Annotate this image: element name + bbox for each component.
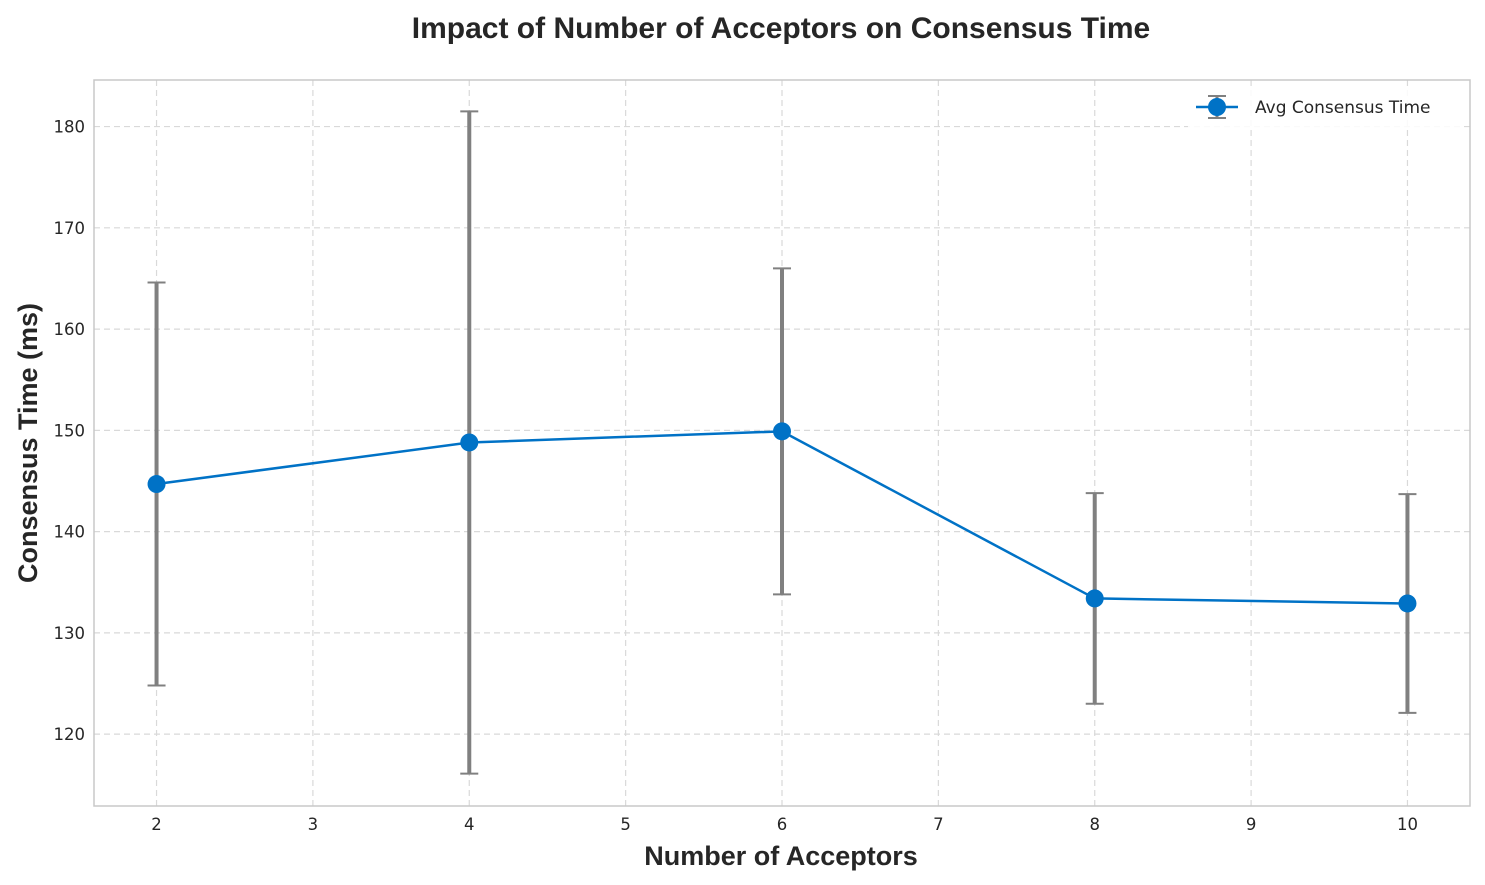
plot-frame [93,79,1471,807]
x-tick-label: 5 [620,815,631,834]
y-tick-label: 150 [54,421,86,440]
y-tick-label: 170 [54,219,86,238]
data-points [147,422,1417,613]
x-tick-label: 7 [933,815,944,834]
y-tick-labels: 120 130 140 150 160 170 180 [54,118,86,745]
y-tick-label: 130 [54,624,86,643]
y-tick-label: 140 [54,523,86,542]
x-axis-label: Number of Acceptors [644,841,918,871]
data-point [1085,589,1104,608]
y-tick-label: 180 [54,118,86,137]
legend-marker [1208,98,1226,116]
x-tick-label: 8 [1089,815,1100,834]
legend-label: Avg Consensus Time [1255,98,1431,118]
data-point [460,433,479,452]
x-tick-label: 6 [777,815,788,834]
x-tick-labels: 2 3 4 5 6 7 8 9 10 [151,815,1418,834]
x-tick-label: 9 [1246,815,1257,834]
legend: Avg Consensus Time [1188,88,1460,128]
y-axis-label: Consensus Time (ms) [13,303,43,583]
y-tick-label: 160 [54,320,86,339]
x-tick-label: 4 [464,815,475,834]
x-tick-label: 10 [1397,815,1418,834]
data-point [773,422,791,441]
data-point [1398,594,1417,613]
chart-title: Impact of Number of Acceptors on Consens… [412,12,1150,45]
y-tick-label: 120 [54,725,86,744]
x-tick-label: 3 [308,815,319,834]
data-point [147,475,166,494]
x-tick-label: 2 [151,815,162,834]
